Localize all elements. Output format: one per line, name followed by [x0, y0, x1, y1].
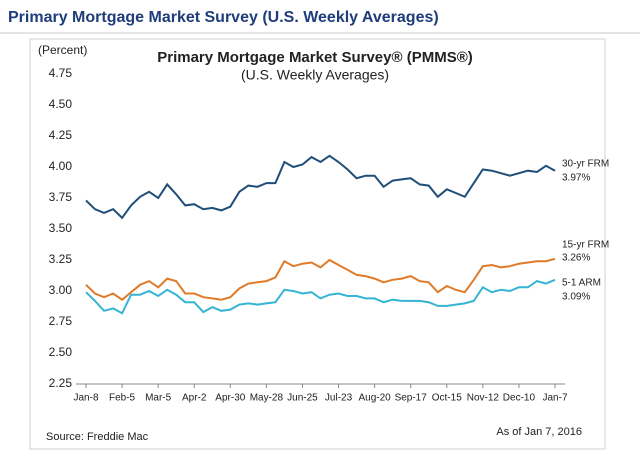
x-tick-label: Oct-15 [432, 393, 462, 404]
value-label: 3.26% [562, 252, 590, 263]
x-tick-label: May-28 [250, 393, 284, 404]
x-tick-label: Apr-2 [182, 393, 207, 404]
x-tick-label: Aug-20 [358, 393, 391, 404]
source: Source: Freddie Mac [46, 431, 149, 443]
x-tick-label: Jan-7 [542, 393, 567, 404]
legend-label: 30-yr FRM [562, 158, 609, 169]
x-tick-label: Jul-23 [325, 393, 353, 404]
y-tick-label: 2.75 [49, 314, 73, 328]
y-tick-label: 4.50 [49, 97, 73, 111]
y-axis-label: (Percent) [38, 43, 87, 57]
series-line [85, 278, 556, 315]
chart-frame [29, 38, 606, 450]
y-tick-label: 3.75 [49, 190, 73, 204]
series-line [85, 257, 556, 301]
y-tick-label: 4.75 [49, 66, 73, 80]
legend-label: 5-1 ARM [562, 277, 601, 288]
y-tick-label: 4.25 [49, 128, 73, 142]
y-tick-label: 3.00 [49, 283, 73, 297]
x-tick-label: Jan-8 [73, 393, 98, 404]
series-line [85, 154, 556, 220]
x-tick-label: Dec-10 [503, 393, 536, 404]
chart-subtitle: (U.S. Weekly Averages) [241, 67, 389, 83]
chart-title: Primary Mortgage Market Survey® (PMMS®) [157, 49, 473, 66]
x-tick-label: Mar-5 [145, 393, 172, 404]
x-tick-label: Nov-12 [467, 393, 500, 404]
note: As of Jan 7, 2016 [496, 426, 582, 438]
y-tick-label: 3.50 [49, 221, 73, 235]
header-title: Primary Mortgage Market Survey (U.S. Wee… [8, 9, 439, 26]
x-tick-label: Jun-25 [287, 393, 318, 404]
value-label: 3.97% [562, 172, 590, 183]
x-tick-label: Sep-17 [395, 393, 428, 404]
x-tick-label: Apr-30 [215, 393, 245, 404]
y-tick-label: 2.25 [49, 376, 73, 390]
x-tick-label: Feb-5 [109, 393, 136, 404]
y-tick-label: 3.25 [49, 252, 73, 266]
value-label: 3.09% [562, 291, 590, 302]
y-tick-label: 2.50 [49, 345, 73, 359]
y-tick-label: 4.00 [49, 159, 73, 173]
legend-label: 15-yr FRM [562, 239, 609, 250]
